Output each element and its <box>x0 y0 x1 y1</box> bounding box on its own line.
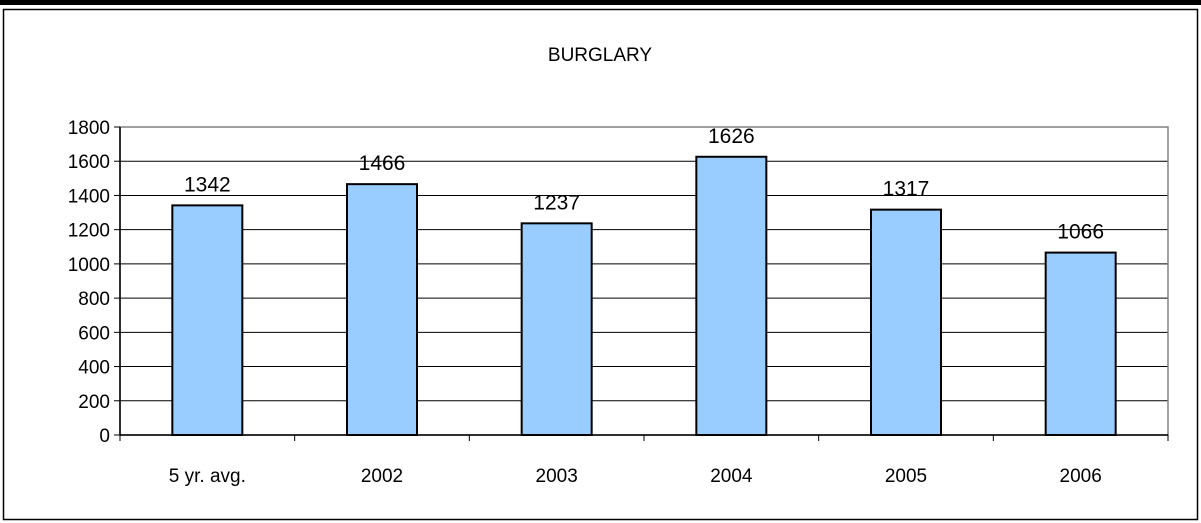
y-tick-label: 600 <box>78 323 110 344</box>
x-tick-label: 2002 <box>361 466 403 487</box>
chart-title: BURGLARY <box>548 45 653 66</box>
y-tick-label: 0 <box>99 426 110 447</box>
x-tick-labels: 5 yr. avg. 2002 2003 2004 2005 2006 <box>169 466 1102 487</box>
x-tick-label: 2005 <box>885 466 927 487</box>
data-label: 1066 <box>1057 221 1104 244</box>
data-label: 1342 <box>184 173 231 196</box>
data-label: 1626 <box>708 125 755 148</box>
y-tick-label: 800 <box>78 289 110 310</box>
x-tick-label: 2006 <box>1060 466 1102 487</box>
y-tick-label: 1400 <box>68 186 110 207</box>
data-label: 1237 <box>533 191 580 214</box>
bar <box>870 208 942 436</box>
y-tick-label: 1600 <box>68 152 110 173</box>
x-tick-label: 5 yr. avg. <box>169 466 246 487</box>
bar <box>695 155 768 436</box>
y-tick-label: 1200 <box>68 221 110 242</box>
data-labels: 1342 1466 1237 1626 1317 1066 <box>184 125 1104 244</box>
y-tick-label: 1800 <box>68 118 110 139</box>
y-tick-labels: 0 200 400 600 800 1000 1200 1400 1600 1800 <box>68 118 110 447</box>
bar <box>1044 251 1117 436</box>
bars <box>171 155 1117 436</box>
y-tick-label: 1000 <box>68 255 110 276</box>
bar <box>171 204 244 436</box>
data-label: 1317 <box>883 178 930 201</box>
x-tick-label: 2003 <box>536 466 578 487</box>
y-tick-label: 400 <box>78 358 110 379</box>
bar <box>520 222 593 436</box>
axes <box>114 126 1169 441</box>
data-label: 1466 <box>359 152 406 175</box>
top-rule <box>0 0 1201 5</box>
x-tick-label: 2004 <box>710 466 753 487</box>
bar <box>346 183 418 436</box>
y-tick-label: 200 <box>78 392 110 413</box>
